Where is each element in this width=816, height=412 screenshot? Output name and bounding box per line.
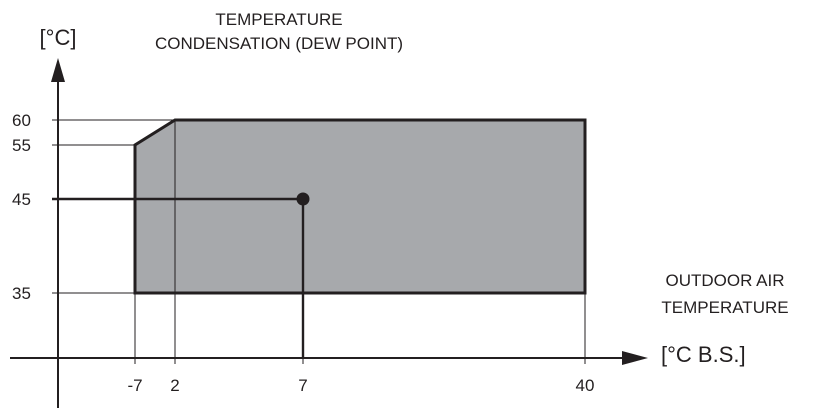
x-axis-arrowhead bbox=[622, 351, 648, 365]
y-axis-unit: [°C] bbox=[40, 25, 77, 50]
y-axis-arrowhead bbox=[51, 58, 65, 82]
x-axis-label: OUTDOOR AIR TEMPERATURE bbox=[661, 271, 788, 317]
envelope-area bbox=[133, 118, 587, 295]
chart-title-line-1: TEMPERATURE bbox=[215, 10, 342, 29]
y-tick-label-3: 60 bbox=[12, 111, 31, 130]
x-tick-label-1: 2 bbox=[170, 376, 179, 395]
axes-layer bbox=[10, 58, 648, 408]
chart-title: TEMPERATURE CONDENSATION (DEW POINT) bbox=[155, 10, 403, 53]
ticks-layer: 35 45 55 60 -7 2 7 40 bbox=[12, 111, 594, 395]
chart-title-line-2: CONDENSATION (DEW POINT) bbox=[155, 34, 403, 53]
x-tick-label-0: -7 bbox=[127, 376, 142, 395]
x-axis-label-line-1: OUTDOOR AIR bbox=[665, 271, 784, 290]
envelope-layer bbox=[133, 118, 587, 295]
design-point-marker bbox=[296, 192, 310, 206]
y-tick-label-1: 45 bbox=[12, 190, 31, 209]
x-axis-unit: [°C B.S.] bbox=[661, 342, 746, 367]
y-tick-label-0: 35 bbox=[12, 284, 31, 303]
x-tick-label-2: 7 bbox=[298, 376, 307, 395]
x-axis-label-line-2: TEMPERATURE bbox=[661, 298, 788, 317]
y-tick-label-2: 55 bbox=[12, 136, 31, 155]
x-tick-label-3: 40 bbox=[576, 376, 595, 395]
